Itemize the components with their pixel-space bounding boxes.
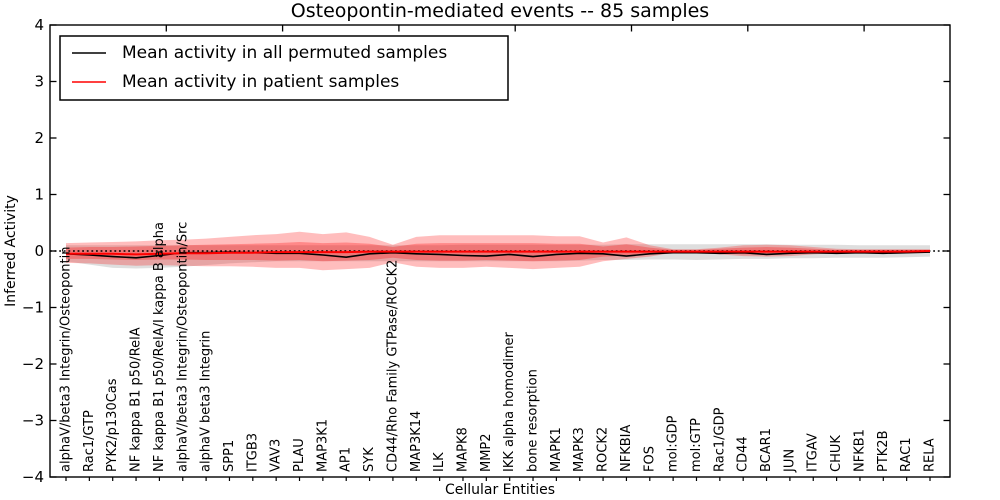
y-tick-label: 2 [34, 129, 44, 147]
y-tick-labels: −4 −3 −2 −1 0 1 2 3 4 [22, 16, 44, 486]
series-line-patient [66, 250, 931, 256]
legend-box [59, 35, 509, 101]
y-tick-label: −2 [22, 355, 44, 373]
legend-label-permuted: Mean activity in all permuted samples [122, 43, 447, 63]
x-tick-label: Rac1/GDP [712, 407, 727, 472]
x-tick-label: ITGB3 [245, 433, 260, 472]
x-tick-label: AP1 [339, 447, 354, 472]
x-tick-label: NF kappa B1 p50/RelA/I kappa B alpha [152, 222, 167, 472]
x-tick-label: MAP3K14 [409, 411, 424, 472]
x-tick-label: JUN [782, 449, 797, 473]
x-tick-label: alphaV/beta3 Integrin/Osteopontin [59, 247, 74, 472]
y-tick-label: 4 [34, 16, 44, 34]
x-tick-label: NF kappa B1 p50/RelA [129, 327, 144, 472]
x-tick-label: ITGAV [806, 433, 821, 472]
x-tick-label: NFKBIA [619, 425, 634, 472]
x-tick-label: MAPK8 [455, 427, 470, 472]
series-lines [65, 250, 931, 259]
x-tick-label: BCAR1 [759, 428, 774, 472]
x-tick-labels: alphaV/beta3 Integrin/Osteopontin Rac1/GT… [59, 222, 938, 473]
x-tick-label: NFKB1 [852, 429, 867, 472]
x-tick-label: CD44 [736, 436, 751, 472]
x-tick-label: PTK2B [876, 431, 891, 473]
y-tick-label: 3 [34, 73, 44, 91]
x-tick-label: bone resorption [526, 369, 541, 472]
x-tick-label: CHUK [829, 435, 844, 472]
x-tick-label: IKK alpha homodimer [502, 331, 517, 472]
band-permuted-sample-range [66, 244, 930, 269]
legend-label-patient: Mean activity in patient samples [122, 72, 399, 92]
x-tick-label: ILK [432, 452, 447, 472]
x-tick-label: PLAU [292, 438, 307, 472]
axis-ticks [50, 24, 950, 481]
y-tick-label: −3 [22, 412, 44, 430]
x-tick-label: Rac1/GTP [82, 410, 97, 472]
x-tick-label: mol:GDP [666, 415, 681, 472]
x-tick-label: alphaV/beta3 Integrin/Osteopontin/Src [175, 222, 190, 472]
x-tick-label: SYK [362, 447, 377, 472]
legend: Mean activity in all permuted samples Me… [59, 35, 509, 101]
y-axis-label: Inferred Activity [3, 195, 19, 307]
x-tick-label: ROCK2 [596, 427, 611, 472]
x-tick-label: RELA [923, 438, 938, 472]
x-tick-label: CD44/Rho Family GTPase/ROCK2 [385, 260, 400, 472]
x-tick-label: MAPK1 [549, 427, 564, 472]
y-tick-label: 0 [34, 242, 44, 260]
x-tick-label: mol:GTP [689, 418, 704, 472]
y-tick-label: −4 [22, 468, 44, 486]
x-tick-label: MMP2 [479, 433, 494, 472]
x-tick-label: VAV3 [269, 439, 284, 472]
x-tick-label: MAPK3 [572, 427, 587, 472]
chart-title: Osteopontin-mediated events -- 85 sample… [291, 0, 709, 22]
x-tick-label: MAP3K1 [315, 419, 330, 472]
x-tick-label: PYK2/p130Cas [105, 378, 120, 472]
y-tick-label: −1 [22, 299, 44, 317]
y-tick-label: 1 [34, 186, 44, 204]
x-tick-label: SPP1 [222, 440, 237, 472]
x-axis-label: Cellular Entities [445, 482, 555, 498]
x-tick-label: alphaV beta3 Integrin [199, 331, 214, 472]
x-tick-label: RAC1 [899, 437, 914, 472]
x-tick-label: FOS [642, 446, 657, 472]
